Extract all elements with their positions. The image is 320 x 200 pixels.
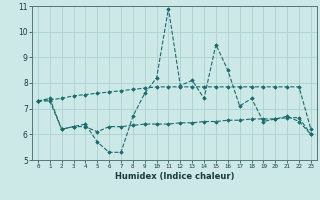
X-axis label: Humidex (Indice chaleur): Humidex (Indice chaleur) — [115, 172, 234, 181]
